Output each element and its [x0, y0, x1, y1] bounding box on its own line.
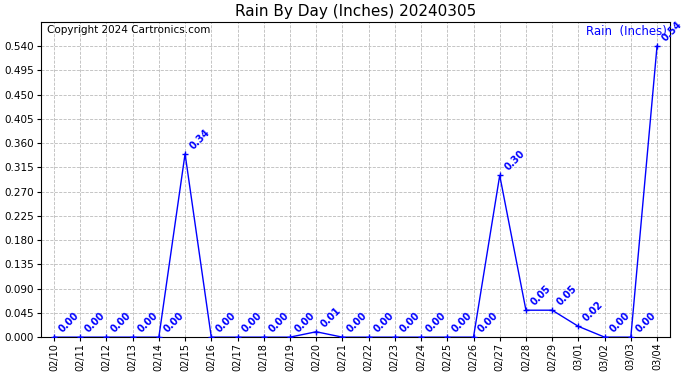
Text: 0.00: 0.00: [161, 310, 186, 334]
Text: 0.00: 0.00: [57, 310, 81, 334]
Text: 0.00: 0.00: [135, 310, 159, 334]
Text: 0.00: 0.00: [214, 310, 238, 334]
Text: 0.00: 0.00: [424, 310, 448, 334]
Text: 0.02: 0.02: [581, 300, 605, 324]
Text: 0.00: 0.00: [83, 310, 107, 334]
Text: 0.00: 0.00: [345, 310, 369, 334]
Text: 0.00: 0.00: [397, 310, 422, 334]
Text: 0.00: 0.00: [607, 310, 631, 334]
Text: 0.05: 0.05: [555, 284, 579, 308]
Text: 0.05: 0.05: [529, 284, 553, 308]
Text: 0.01: 0.01: [319, 305, 343, 329]
Text: 0.54: 0.54: [660, 19, 684, 43]
Text: 0.30: 0.30: [502, 148, 526, 172]
Text: 0.00: 0.00: [109, 310, 133, 334]
Text: 0.00: 0.00: [371, 310, 395, 334]
Text: Copyright 2024 Cartronics.com: Copyright 2024 Cartronics.com: [47, 25, 210, 35]
Text: 0.00: 0.00: [633, 310, 658, 334]
Text: 0.34: 0.34: [188, 127, 212, 151]
Text: 0.00: 0.00: [266, 310, 290, 334]
Text: 0.00: 0.00: [240, 310, 264, 334]
Text: Rain  (Inches): Rain (Inches): [586, 25, 667, 38]
Title: Rain By Day (Inches) 20240305: Rain By Day (Inches) 20240305: [235, 4, 476, 19]
Text: 0.00: 0.00: [293, 310, 317, 334]
Text: 0.00: 0.00: [476, 310, 500, 334]
Text: 0.00: 0.00: [450, 310, 474, 334]
